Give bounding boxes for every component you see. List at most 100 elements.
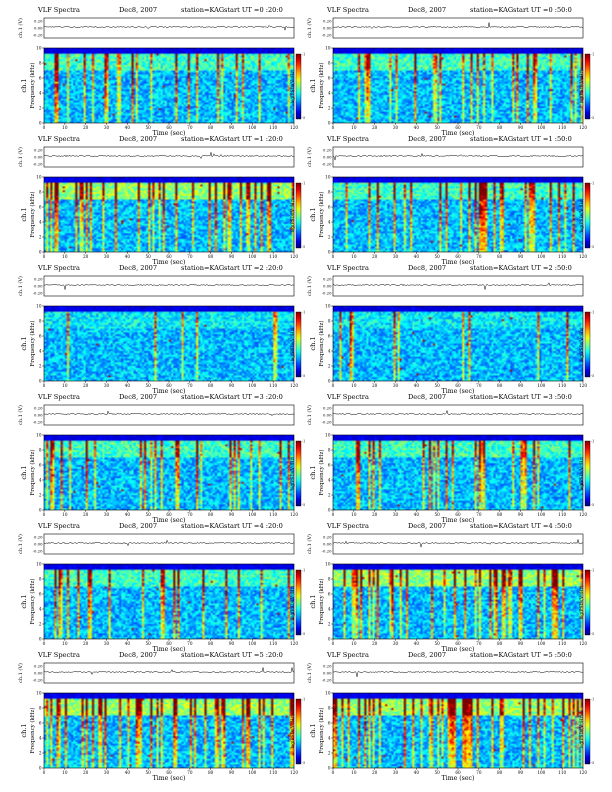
y-tick-label: 2 <box>39 106 42 111</box>
y-tick-label: 2 <box>39 493 42 498</box>
spectrogram-panel: VLF Spectra Dec8, 2007 station=KAG start UT… <box>303 391 594 524</box>
y-tick-label: 10 <box>325 433 331 438</box>
x-tick-label: 30 <box>104 641 110 646</box>
x-tick-label: 20 <box>83 254 89 259</box>
x-tick-label: 10 <box>62 383 68 388</box>
x-tick-label: 10 <box>62 770 68 775</box>
x-tick-label: 20 <box>372 125 378 130</box>
y-tick-label: 10 <box>36 304 42 309</box>
x-tick-label: 100 <box>248 383 256 388</box>
x-tick-label: 100 <box>248 512 256 517</box>
station-label: station=KAG <box>470 393 514 401</box>
colorbar <box>584 53 591 120</box>
colorbar-label: log(PSD)(V²/Hz) <box>579 198 584 232</box>
waveform-tick-label: 0.20 <box>323 406 332 411</box>
x-tick-label: 90 <box>518 770 524 775</box>
x-tick-label: 40 <box>125 641 131 646</box>
channel-label: ch.1 <box>20 207 28 221</box>
x-tick-label: 100 <box>537 125 545 130</box>
colorbar-tick-label: -1 <box>591 440 594 444</box>
waveform-tick-label: -0.20 <box>33 162 43 167</box>
x-axis-label: Time (sec) <box>442 259 475 266</box>
x-tick-label: 20 <box>372 512 378 517</box>
x-tick-label: 60 <box>166 254 172 259</box>
x-tick-label: 100 <box>248 770 256 775</box>
y-tick-label: 4 <box>328 349 331 354</box>
colorbar-label: log(PSD)(V²/Hz) <box>579 456 584 490</box>
y-tick-label: 4 <box>39 91 42 96</box>
colorbar <box>584 440 591 507</box>
x-tick-label: 50 <box>145 125 151 130</box>
x-tick-label: 80 <box>208 770 214 775</box>
waveform-tick-label: 0.00 <box>323 26 332 31</box>
y-tick-label: 4 <box>328 736 331 741</box>
waveform-ylabel: ch.1 (V) <box>17 534 24 554</box>
x-tick-label: 90 <box>229 641 235 646</box>
x-tick-label: 100 <box>537 254 545 259</box>
start-time-label: start UT =3 :50:0 <box>513 393 572 401</box>
colorbar-label: log(PSD)(V²/Hz) <box>579 69 584 103</box>
y-tick-label: 2 <box>39 751 42 756</box>
x-tick-label: 60 <box>455 125 461 130</box>
title-label: VLF Spectra <box>38 393 80 401</box>
channel-label: ch.1 <box>20 78 28 92</box>
waveform-ylabel: ch.1 (V) <box>306 663 313 683</box>
x-tick-label: 80 <box>208 125 214 130</box>
x-tick-label: 0 <box>332 383 335 388</box>
x-axis-label: Time (sec) <box>153 646 186 653</box>
station-label: station=KAG <box>181 6 225 14</box>
x-tick-label: 30 <box>393 641 399 646</box>
x-tick-label: 30 <box>104 383 110 388</box>
date-label: Dec8, 2007 <box>119 135 158 143</box>
waveform-frame <box>43 662 295 684</box>
y-tick-label: 8 <box>39 61 42 66</box>
x-tick-label: 100 <box>537 383 545 388</box>
waveform-tick-label: 0.00 <box>34 542 43 547</box>
date-label: Dec8, 2007 <box>408 393 447 401</box>
colorbar-label: log(PSD)(V²/Hz) <box>290 327 295 361</box>
x-axis-label: Time (sec) <box>442 646 475 653</box>
y-axis-label: Frequency (kHz) <box>29 708 36 754</box>
x-tick-label: 20 <box>83 641 89 646</box>
colorbar-tick-label: -5 <box>591 116 594 120</box>
x-tick-label: 20 <box>372 254 378 259</box>
waveform-frame <box>332 404 584 426</box>
x-axis-label: Time (sec) <box>153 259 186 266</box>
x-tick-label: 80 <box>208 641 214 646</box>
x-tick-label: 60 <box>455 770 461 775</box>
x-tick-label: 80 <box>208 383 214 388</box>
start-time-label: start UT =5 :20:0 <box>224 651 283 659</box>
panel-title: VLF Spectra Dec8, 2007 station=KAG start UT… <box>14 391 299 403</box>
x-tick-label: 50 <box>434 641 440 646</box>
y-tick-label: 6 <box>328 721 331 726</box>
x-tick-label: 100 <box>248 641 256 646</box>
waveform-tick-label: 0.20 <box>34 406 43 411</box>
date-label: Dec8, 2007 <box>408 6 447 14</box>
start-time-label: start UT =5 :50:0 <box>513 651 572 659</box>
x-tick-label: 10 <box>351 125 357 130</box>
x-tick-label: 50 <box>434 512 440 517</box>
waveform-trace <box>332 670 584 677</box>
colorbar-tick-label: -5 <box>302 116 305 120</box>
title-label: VLF Spectra <box>327 651 369 659</box>
waveform-tick-label: -0.20 <box>322 420 332 425</box>
y-tick-label: 10 <box>36 175 42 180</box>
waveform-trace <box>43 25 295 32</box>
x-tick-label: 30 <box>393 512 399 517</box>
x-tick-label: 30 <box>104 770 110 775</box>
x-tick-label: 90 <box>229 125 235 130</box>
x-tick-label: 120 <box>290 512 298 517</box>
date-label: Dec8, 2007 <box>408 135 447 143</box>
x-tick-label: 70 <box>187 641 193 646</box>
waveform-trace <box>332 282 584 290</box>
spectrogram-image <box>44 177 294 252</box>
x-tick-label: 40 <box>414 383 420 388</box>
station-label: station=KAG <box>181 651 225 659</box>
colorbar-tick-label: -5 <box>302 503 305 507</box>
spectrogram-panel: VLF Spectra Dec8, 2007 station=KAG start UT… <box>303 262 594 395</box>
x-tick-label: 70 <box>187 383 193 388</box>
x-tick-label: 90 <box>518 254 524 259</box>
waveform-tick-label: 0.20 <box>323 277 332 282</box>
x-tick-label: 70 <box>476 383 482 388</box>
